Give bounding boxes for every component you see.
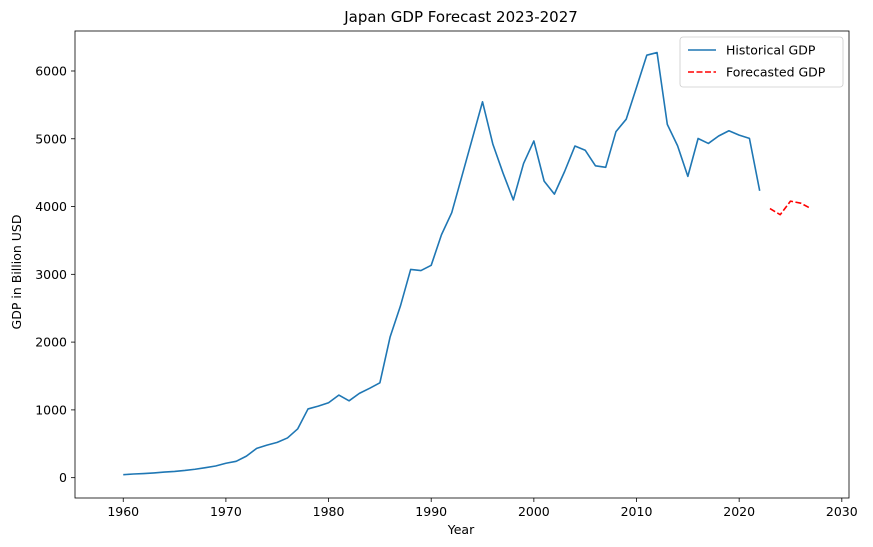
x-tick-label: 2020	[723, 504, 755, 519]
x-tick-label: 1980	[313, 504, 345, 519]
legend-entry-label: Forecasted GDP	[726, 65, 826, 80]
y-axis: 0 1000 2000 3000 4000 5000 6000	[35, 63, 75, 485]
y-tick-label: 5000	[35, 131, 67, 146]
y-tick-label: 0	[59, 470, 67, 485]
legend: Historical GDP Forecasted GDP	[679, 36, 844, 88]
x-tick-label: 2030	[826, 504, 858, 519]
legend-entry-label: Historical GDP	[726, 43, 816, 58]
x-axis: 1960 1970 1980 1990 2000 2010 2020 2030	[107, 498, 858, 519]
y-tick-label: 1000	[35, 402, 67, 417]
y-tick-label: 4000	[35, 199, 67, 214]
series-line-historical-gdp	[123, 51, 761, 476]
x-tick-label: 1970	[210, 504, 242, 519]
x-axis-label: Year	[447, 522, 475, 537]
chart-title: Japan GDP Forecast 2023-2027	[343, 8, 578, 26]
y-tick-label: 3000	[35, 267, 67, 282]
series-line-forecasted-gdp	[769, 200, 812, 216]
y-tick-label: 2000	[35, 335, 67, 350]
x-tick-label: 1960	[107, 504, 139, 519]
x-tick-label: 2010	[621, 504, 653, 519]
legend-box	[679, 36, 844, 88]
plot-frame	[74, 30, 850, 499]
x-tick-label: 1990	[415, 504, 447, 519]
y-tick-label: 6000	[35, 63, 67, 78]
y-axis-label: GDP in Billion USD	[9, 215, 24, 330]
plot-area	[74, 30, 850, 499]
x-tick-label: 2000	[518, 504, 550, 519]
series-layer	[123, 51, 812, 476]
